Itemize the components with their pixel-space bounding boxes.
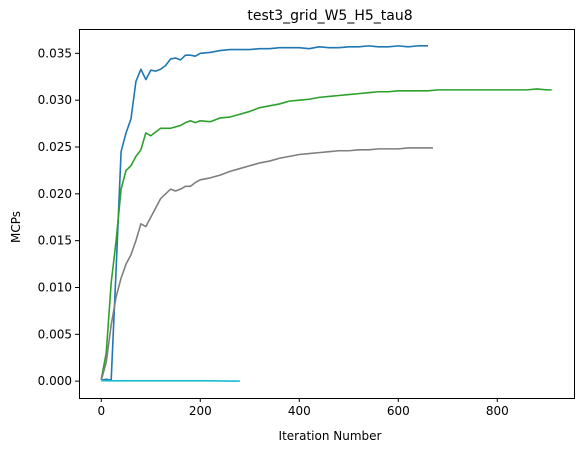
series-line-1 bbox=[101, 46, 428, 380]
series-line-2 bbox=[101, 89, 551, 379]
ticks-layer: 0 200 400 600 800 0.000 0.005 0.010 0.015 0.020 0.… bbox=[38, 46, 509, 418]
y-tick-label: 0.015 bbox=[38, 234, 72, 248]
y-tick-label: 0.005 bbox=[38, 327, 72, 341]
y-tick-label: 0.035 bbox=[38, 46, 72, 60]
y-tick-label: 0.010 bbox=[38, 280, 72, 294]
series-layer bbox=[101, 46, 551, 381]
y-axis-label: MCPs bbox=[9, 211, 23, 243]
x-tick-label: 600 bbox=[387, 404, 410, 418]
x-tick-label: 0 bbox=[97, 404, 105, 418]
x-tick-label: 800 bbox=[486, 404, 509, 418]
chart-title: test3_grid_W5_H5_tau8 bbox=[247, 8, 412, 24]
plot-frame bbox=[80, 30, 575, 399]
y-tick-label: 0.025 bbox=[38, 140, 72, 154]
y-tick-label: 0.020 bbox=[38, 187, 72, 201]
series-line-3 bbox=[101, 148, 433, 380]
y-tick-label: 0.030 bbox=[38, 93, 72, 107]
x-tick-label: 400 bbox=[288, 404, 311, 418]
x-tick-label: 200 bbox=[189, 404, 212, 418]
x-axis-label: Iteration Number bbox=[279, 429, 382, 443]
y-tick-label: 0.000 bbox=[38, 374, 72, 388]
